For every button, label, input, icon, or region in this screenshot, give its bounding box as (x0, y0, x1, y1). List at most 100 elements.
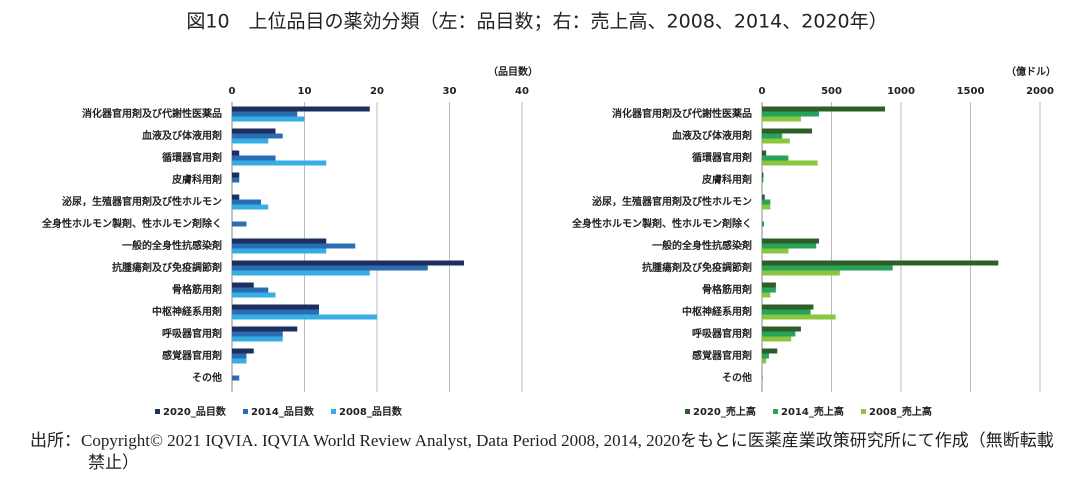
bar (232, 260, 464, 266)
bar (762, 243, 817, 249)
chart: 図10 上位品目の薬効分類（左：品目数；右：売上高、2008、2014、2020… (41, 11, 1056, 419)
category-label: 泌尿，生殖器官用剤及び性ホルモン (592, 195, 752, 208)
bar (232, 348, 254, 354)
bar (232, 248, 327, 254)
bar (232, 282, 254, 288)
category-label: 中枢神経系用剤 (682, 305, 752, 318)
legend-label: 2020_品目数 (163, 405, 227, 418)
bar (232, 265, 428, 271)
category-label: 全身性ホルモン製剤、性ホルモン剤除く (571, 217, 752, 230)
category-label: 一般的全身性抗感染剤 (652, 239, 752, 252)
x-tick-label: 40 (515, 86, 529, 97)
bar (762, 155, 789, 161)
bar (232, 314, 377, 320)
legend-swatch (773, 409, 778, 414)
bar (232, 177, 240, 183)
x-tick-label: 0 (229, 86, 236, 97)
x-axis-label: （品目数） (488, 65, 538, 78)
bar (762, 116, 801, 122)
bar (232, 326, 298, 332)
x-tick-label: 20 (370, 86, 384, 97)
bar (762, 182, 763, 188)
bar (232, 172, 240, 178)
legend-swatch (861, 409, 866, 414)
bar (762, 336, 792, 342)
x-tick-label: 2000 (1026, 86, 1054, 97)
bar (232, 111, 298, 117)
bar (762, 260, 999, 266)
bar (762, 314, 836, 320)
category-label: 泌尿，生殖器官用剤及び性ホルモン (62, 195, 222, 208)
bar (762, 138, 790, 144)
bar (762, 199, 771, 205)
category-label: 皮膚科用剤 (171, 173, 222, 186)
bar (762, 133, 783, 139)
bar (232, 243, 356, 249)
bar (232, 160, 327, 166)
category-label: 循環器官用剤 (692, 151, 752, 164)
bar (762, 160, 818, 166)
source-note: 出所：Copyright© 2021 IQVIA. IQVIA World Re… (30, 431, 1054, 472)
bar (762, 194, 765, 200)
x-tick-label: 0 (759, 86, 766, 97)
x-tick-label: 1000 (887, 86, 915, 97)
bar (762, 375, 763, 381)
category-label: 抗腫瘍剤及び免疫調節剤 (112, 261, 222, 274)
bar (232, 309, 319, 315)
category-label: 消化器官用剤及び代謝性医薬品 (612, 107, 752, 120)
legend-label: 2008_品目数 (339, 405, 403, 418)
bar (762, 309, 811, 315)
category-label: その他 (722, 371, 752, 384)
category-label: 中枢神経系用剤 (152, 305, 222, 318)
bar (232, 106, 370, 112)
bar (762, 128, 813, 134)
bar (762, 326, 801, 332)
bar (232, 292, 276, 298)
category-label: 骨格筋用剤 (702, 283, 752, 296)
category-label: 骨格筋用剤 (172, 283, 222, 296)
bar (762, 204, 771, 210)
bar (232, 138, 269, 144)
x-axis-label: （億ドル） (1006, 65, 1056, 78)
bar (232, 221, 247, 227)
bar (762, 221, 765, 227)
x-tick-label: 10 (298, 86, 312, 97)
bar (232, 133, 283, 139)
bar (762, 331, 796, 337)
bar (232, 287, 269, 293)
legend-label: 2014_品目数 (251, 405, 315, 418)
legend-label: 2008_売上高 (869, 405, 932, 418)
bar (232, 194, 240, 200)
bar (762, 238, 819, 244)
bar (762, 106, 886, 112)
bar (762, 358, 767, 364)
category-label: 感覚器官用剤 (692, 349, 752, 362)
legend-label: 2014_売上高 (781, 405, 844, 418)
legend-swatch (243, 409, 248, 414)
bar (762, 150, 767, 156)
x-tick-label: 500 (821, 86, 842, 97)
bar (232, 353, 247, 359)
legend-swatch (155, 409, 160, 414)
category-label: 血液及び体液用剤 (672, 129, 752, 142)
category-label: 呼吸器官用剤 (692, 327, 752, 340)
bar (232, 155, 276, 161)
legend-label: 2020_売上高 (693, 405, 756, 418)
bar (762, 177, 764, 183)
bar (762, 292, 771, 298)
bar (762, 282, 776, 288)
bar (232, 331, 283, 337)
bar (762, 353, 769, 359)
legend-swatch (331, 409, 336, 414)
legend-swatch (685, 409, 690, 414)
bar (762, 111, 819, 117)
bar (762, 348, 778, 354)
category-label: 抗腫瘍剤及び免疫調節剤 (642, 261, 752, 274)
bar (232, 150, 240, 156)
bar (232, 238, 327, 244)
bar (762, 265, 893, 271)
bar (232, 199, 261, 205)
category-label: 呼吸器官用剤 (162, 327, 222, 340)
bar (232, 116, 305, 122)
